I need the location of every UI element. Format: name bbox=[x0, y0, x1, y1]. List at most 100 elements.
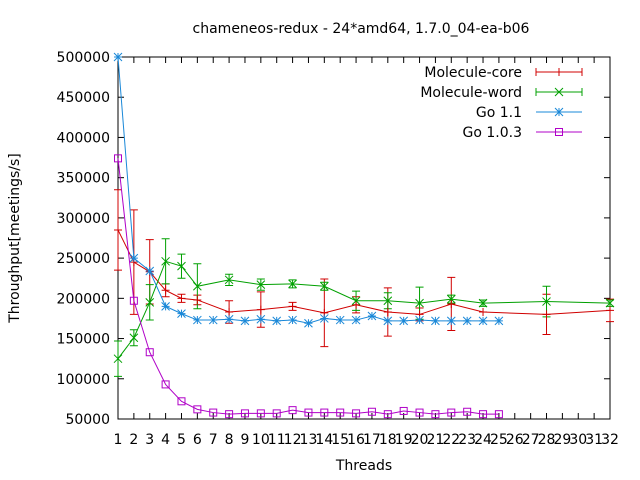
data-point bbox=[383, 410, 392, 419]
data-point bbox=[193, 281, 202, 291]
x-tick-label: 1 bbox=[114, 432, 123, 448]
series-go-1-1 bbox=[113, 52, 504, 328]
data-point bbox=[431, 316, 440, 326]
data-point bbox=[256, 305, 265, 314]
data-point bbox=[225, 410, 234, 419]
x-tick-label: 10 bbox=[252, 432, 270, 448]
data-point bbox=[288, 302, 297, 311]
data-point bbox=[542, 310, 551, 319]
data-point bbox=[177, 309, 186, 318]
data-point bbox=[224, 314, 234, 324]
y-tick-label: 200000 bbox=[57, 291, 110, 307]
x-tick-label: 20 bbox=[411, 432, 429, 448]
data-point bbox=[352, 409, 361, 418]
data-point bbox=[478, 316, 488, 326]
x-tick-label: 22 bbox=[442, 432, 460, 448]
x-tick-label: 19 bbox=[395, 432, 413, 448]
x-tick-label: 11 bbox=[268, 432, 286, 448]
data-point bbox=[177, 397, 186, 406]
data-point bbox=[351, 296, 361, 306]
data-point bbox=[415, 298, 424, 308]
y-tick-label: 250000 bbox=[57, 251, 110, 267]
data-point bbox=[351, 315, 361, 325]
data-point bbox=[224, 275, 234, 285]
data-point bbox=[113, 354, 123, 364]
x-tick-label: 5 bbox=[177, 432, 186, 448]
data-point bbox=[399, 316, 409, 326]
series-molecule-word bbox=[113, 256, 615, 364]
data-point bbox=[114, 225, 122, 234]
series-line bbox=[117, 158, 499, 415]
x-tick-label: 26 bbox=[506, 432, 524, 448]
data-point bbox=[367, 311, 377, 321]
data-point bbox=[319, 281, 329, 291]
data-point bbox=[145, 298, 155, 307]
x-tick-label: 25 bbox=[490, 432, 508, 448]
data-point bbox=[240, 409, 249, 418]
data-point bbox=[494, 316, 504, 326]
data-point bbox=[209, 408, 218, 417]
axis-ticks: 5000010000015000020000025000030000035000… bbox=[57, 50, 619, 448]
y-tick-label: 350000 bbox=[57, 171, 110, 187]
data-point bbox=[256, 314, 266, 324]
data-point bbox=[606, 306, 614, 315]
x-tick-label: 21 bbox=[427, 432, 445, 448]
y-tick-label: 450000 bbox=[57, 90, 110, 106]
data-point bbox=[367, 407, 376, 416]
y-tick-label: 300000 bbox=[57, 211, 110, 227]
error-bars bbox=[114, 189, 614, 377]
x-axis-label: Threads bbox=[335, 458, 392, 474]
data-point bbox=[129, 333, 139, 343]
data-point bbox=[208, 315, 218, 325]
series-lines bbox=[113, 52, 615, 419]
y-tick-label: 150000 bbox=[57, 332, 110, 348]
y-tick-label: 50000 bbox=[65, 412, 110, 428]
data-point bbox=[256, 280, 266, 290]
data-point bbox=[193, 315, 202, 325]
x-tick-label: 9 bbox=[241, 432, 250, 448]
data-point bbox=[479, 410, 488, 419]
data-point bbox=[605, 298, 615, 308]
x-tick-label: 6 bbox=[193, 432, 202, 448]
x-tick-label: 18 bbox=[379, 432, 397, 448]
data-point bbox=[446, 316, 456, 326]
x-tick-label: 29 bbox=[553, 432, 571, 448]
data-point bbox=[336, 408, 345, 417]
data-point bbox=[161, 286, 170, 295]
data-point bbox=[463, 407, 472, 416]
x-tick-label: 4 bbox=[161, 432, 170, 448]
data-point bbox=[145, 348, 154, 357]
data-point bbox=[272, 316, 282, 326]
x-tick-label: 23 bbox=[458, 432, 476, 448]
x-tick-label: 13 bbox=[300, 432, 318, 448]
data-point bbox=[446, 294, 456, 304]
data-point bbox=[320, 408, 329, 417]
series-go-1-0-3 bbox=[114, 154, 503, 419]
y-axis-label: Throughput[meetings/s] bbox=[7, 153, 23, 324]
x-tick-label: 14 bbox=[315, 432, 333, 448]
chart-title: chameneos-redux - 24*amd64, 1.7.0_04-ea-… bbox=[193, 21, 530, 37]
x-tick-label: 17 bbox=[363, 432, 381, 448]
y-tick-label: 500000 bbox=[57, 50, 110, 66]
data-point bbox=[494, 410, 503, 419]
data-point bbox=[272, 409, 281, 418]
data-point bbox=[161, 380, 170, 389]
data-point bbox=[240, 316, 250, 326]
data-point bbox=[113, 52, 123, 62]
data-point bbox=[462, 316, 472, 326]
data-point bbox=[288, 315, 297, 325]
x-tick-label: 27 bbox=[522, 432, 540, 448]
data-point bbox=[177, 261, 186, 271]
x-tick-label: 16 bbox=[347, 432, 365, 448]
x-tick-label: 12 bbox=[284, 432, 302, 448]
data-point bbox=[129, 253, 139, 263]
plot-frame bbox=[117, 56, 611, 420]
data-point bbox=[383, 308, 392, 317]
data-point bbox=[335, 315, 345, 325]
data-point bbox=[256, 409, 265, 418]
x-tick-label: 2 bbox=[129, 432, 138, 448]
series-line bbox=[117, 260, 611, 359]
data-point bbox=[288, 279, 297, 289]
data-point bbox=[383, 316, 393, 326]
